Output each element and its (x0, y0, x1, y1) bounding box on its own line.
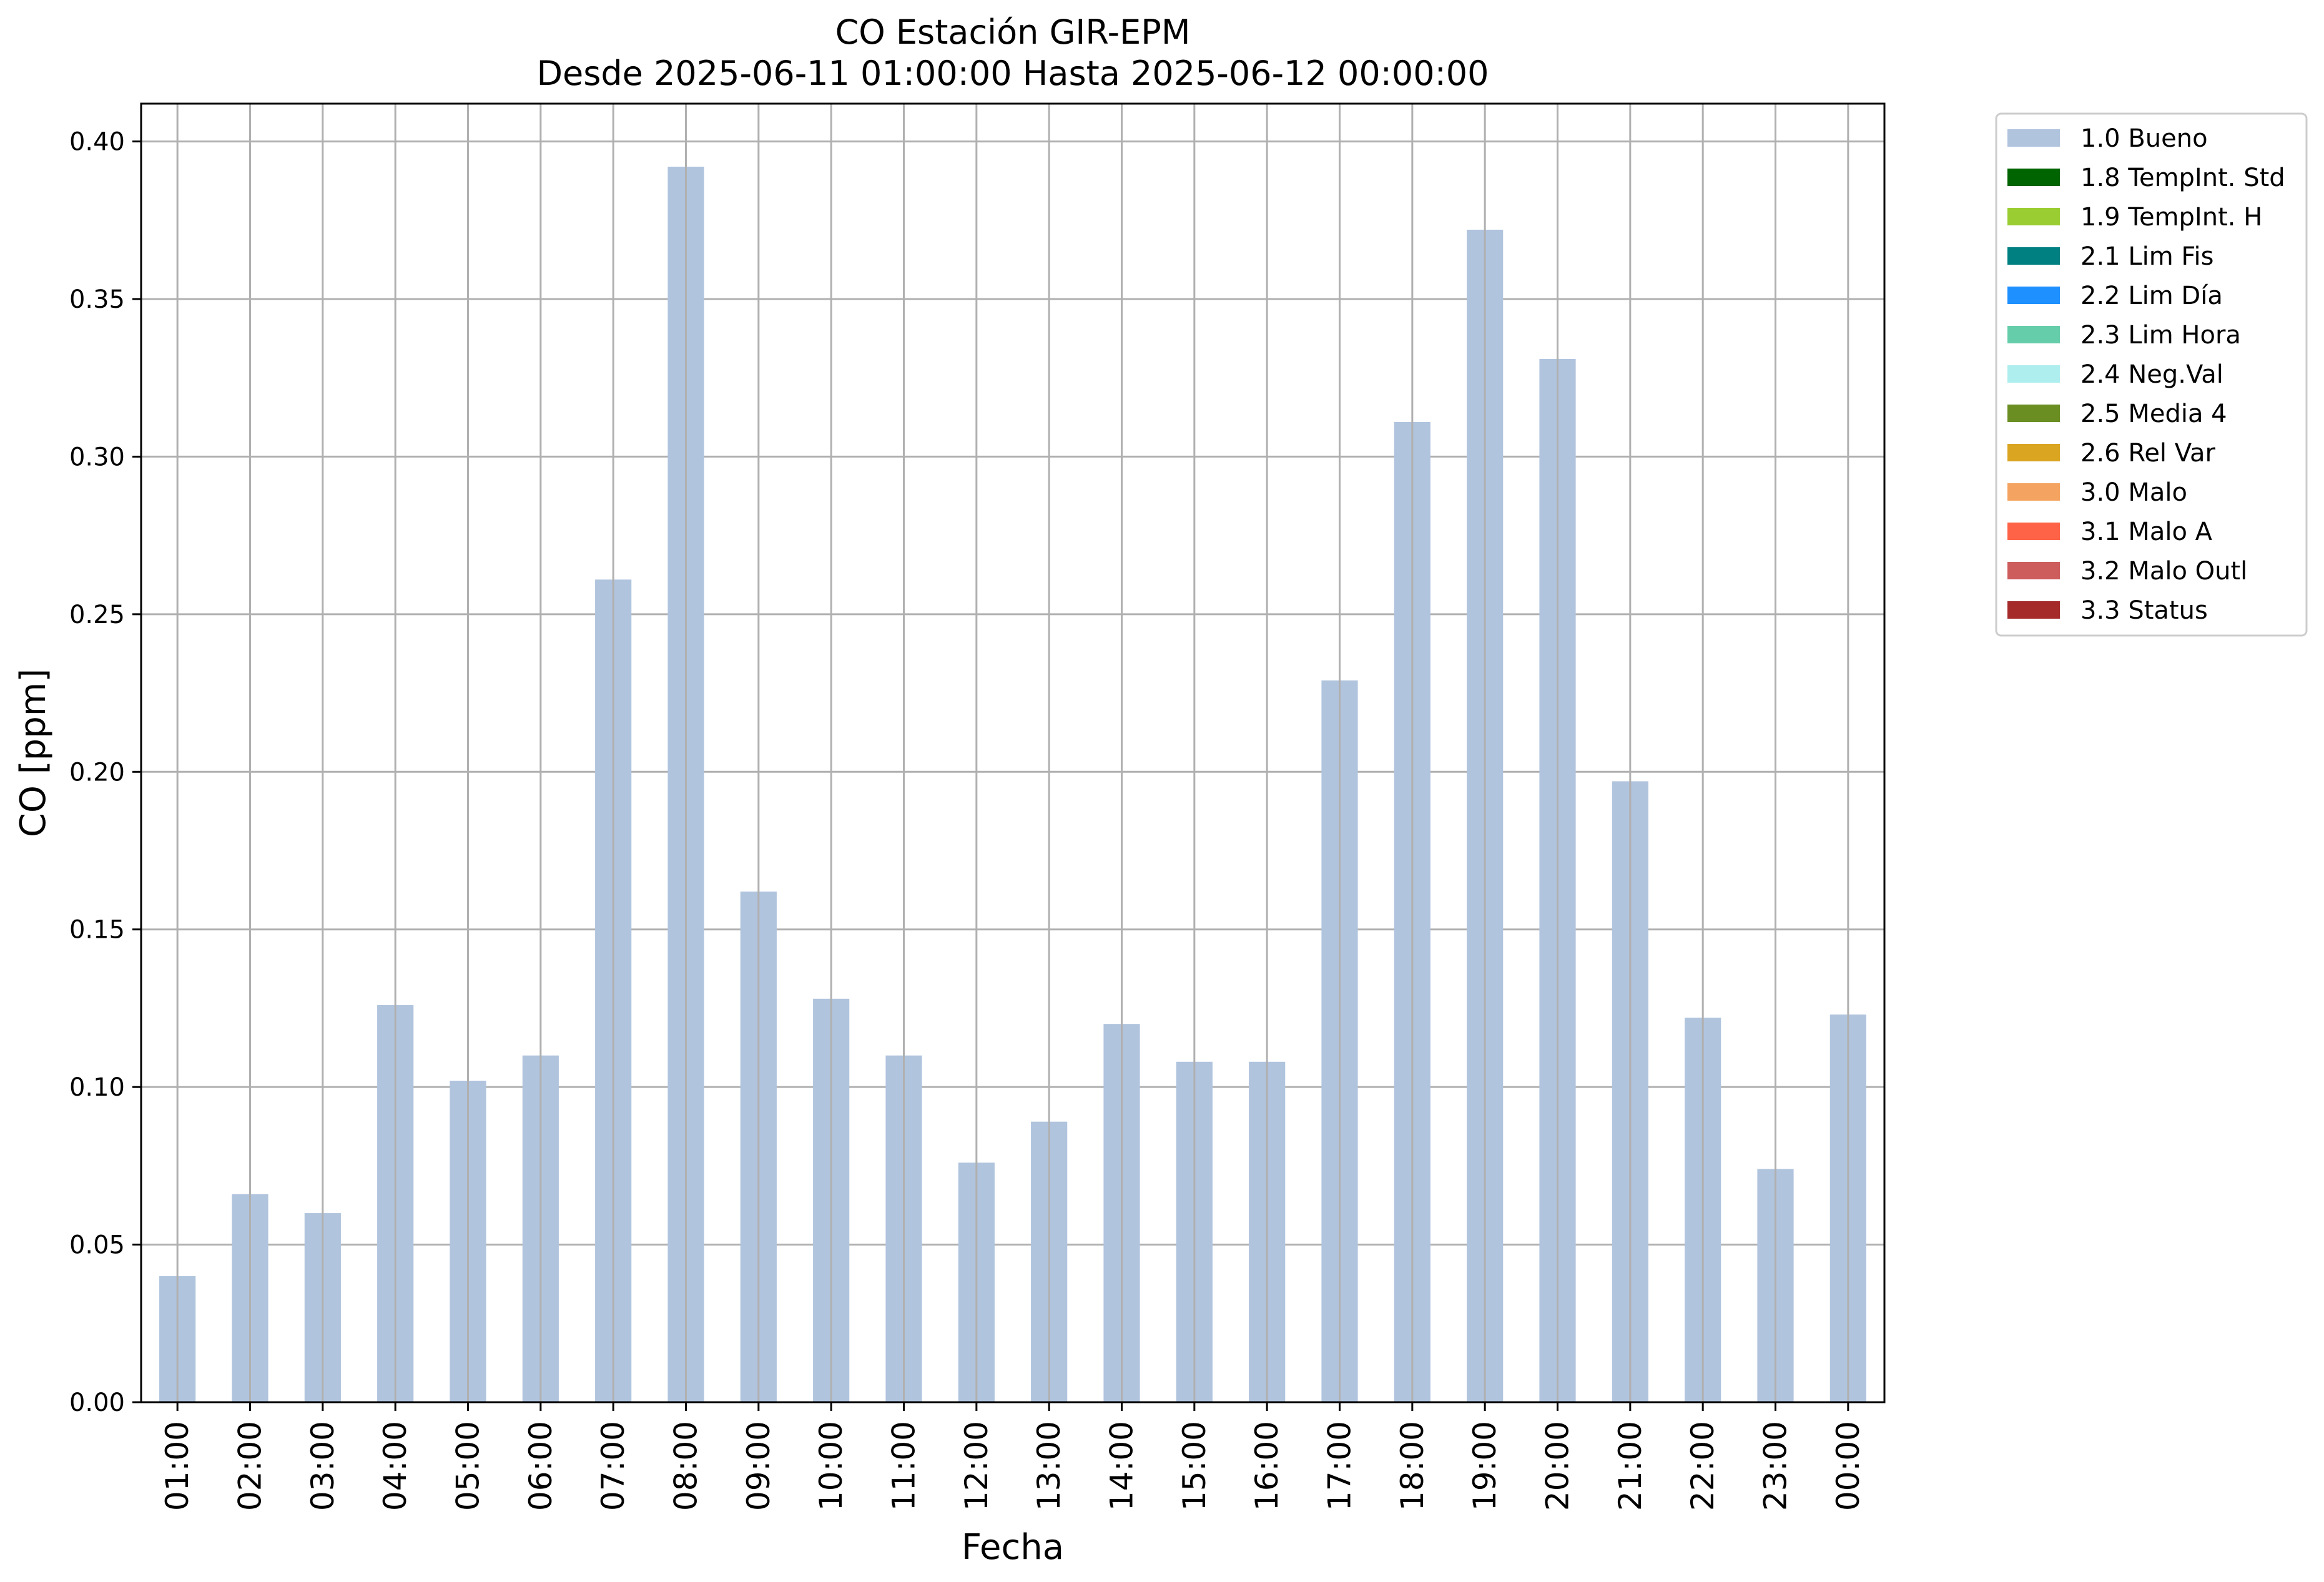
legend-label: 2.4 Neg.Val (2080, 360, 2223, 389)
legend-swatch (2007, 523, 2060, 540)
x-tick-label: 22:00 (1685, 1421, 1721, 1511)
y-tick-label: 0.30 (69, 443, 125, 471)
legend-frame (1995, 112, 2308, 637)
x-tick-label: 20:00 (1540, 1421, 1576, 1511)
x-tick-label: 00:00 (1830, 1421, 1866, 1511)
chart-title: CO Estación GIR-EPM (835, 12, 1191, 52)
axis-layer: 0.00 0.05 0.10 0.15 0.20 0.25 0.30 0.35 0.40 01:0… (69, 128, 1866, 1511)
y-tick-label: 0.35 (69, 285, 125, 314)
legend-swatch (2007, 601, 2060, 619)
legend-label: 3.0 Malo (2080, 478, 2187, 507)
x-tick-label: 15:00 (1176, 1421, 1213, 1511)
legend-label: 1.0 Bueno (2080, 124, 2208, 153)
x-tick-label: 13:00 (1031, 1421, 1067, 1511)
x-tick-label: 19:00 (1467, 1421, 1503, 1511)
legend-swatch (2007, 444, 2060, 461)
x-tick-label: 07:00 (595, 1421, 631, 1511)
legend-label: 2.5 Media 4 (2080, 400, 2227, 428)
x-tick-label: 02:00 (232, 1421, 268, 1511)
x-tick-label: 17:00 (1322, 1421, 1358, 1511)
x-tick-label: 21:00 (1612, 1421, 1648, 1511)
vgrid-layer (176, 104, 1849, 1402)
plot-frame (140, 102, 1886, 1403)
grid-layer (141, 140, 1884, 1403)
legend-label: 3.2 Malo Outl (2080, 557, 2247, 586)
x-tick-label: 04:00 (377, 1421, 413, 1511)
legend-label: 1.9 TempInt. H (2080, 203, 2262, 232)
y-tick-label: 0.15 (69, 916, 125, 945)
x-axis-label: Fecha (962, 1527, 1064, 1568)
x-tick-label: 03:00 (305, 1421, 341, 1511)
legend-label: 1.8 TempInt. Std (2080, 164, 2285, 192)
y-tick-label: 0.20 (69, 758, 125, 787)
legend-swatch (2007, 483, 2060, 501)
y-tick-label: 0.25 (69, 601, 125, 629)
legend-label: 3.3 Status (2080, 596, 2208, 625)
y-tick-label: 0.05 (69, 1231, 125, 1260)
legend-swatch (2007, 405, 2060, 422)
x-tick-label: 23:00 (1758, 1421, 1794, 1511)
legend-swatch (2007, 169, 2060, 186)
legend-label: 2.1 Lim Fis (2080, 242, 2213, 271)
legend-swatch (2007, 129, 2060, 147)
x-tick-label: 09:00 (741, 1421, 777, 1511)
x-tick-label: 10:00 (813, 1421, 849, 1511)
legend-swatch (2007, 365, 2060, 383)
legend-label: 2.6 Rel Var (2080, 439, 2216, 468)
legend-swatch (2007, 562, 2060, 579)
legend-swatch (2007, 208, 2060, 225)
x-tick-label: 06:00 (523, 1421, 559, 1511)
y-tick-label: 0.00 (69, 1388, 125, 1417)
x-tick-label: 01:00 (159, 1421, 195, 1511)
x-tick-label: 08:00 (668, 1421, 704, 1511)
x-tick-label: 11:00 (886, 1421, 922, 1511)
legend-label: 2.2 Lim Día (2080, 282, 2223, 310)
x-tick-label: 05:00 (450, 1421, 486, 1511)
y-tick-label: 0.40 (69, 128, 125, 157)
bar-layer (159, 166, 1866, 1403)
x-tick-label: 14:00 (1104, 1421, 1140, 1511)
legend-swatch (2007, 287, 2060, 304)
legend-swatch (2007, 326, 2060, 343)
legend-items: 1.0 Bueno 1.8 TempInt. Std 1.9 TempInt. H 2… (2007, 124, 2285, 625)
x-tick-label: 18:00 (1394, 1421, 1430, 1511)
x-tick-label: 12:00 (958, 1421, 995, 1511)
legend-label: 2.3 Lim Hora (2080, 321, 2241, 350)
legend: 1.0 Bueno 1.8 TempInt. Std 1.9 TempInt. H 2… (1995, 112, 2308, 637)
y-tick-label: 0.10 (69, 1073, 125, 1102)
legend-label: 3.1 Malo A (2080, 518, 2213, 546)
y-axis-label: CO [ppm] (13, 669, 54, 837)
chart-subtitle: Desde 2025-06-11 01:00:00 Hasta 2025-06-… (536, 54, 1489, 93)
legend-swatch (2007, 247, 2060, 265)
x-tick-label: 16:00 (1249, 1421, 1285, 1511)
